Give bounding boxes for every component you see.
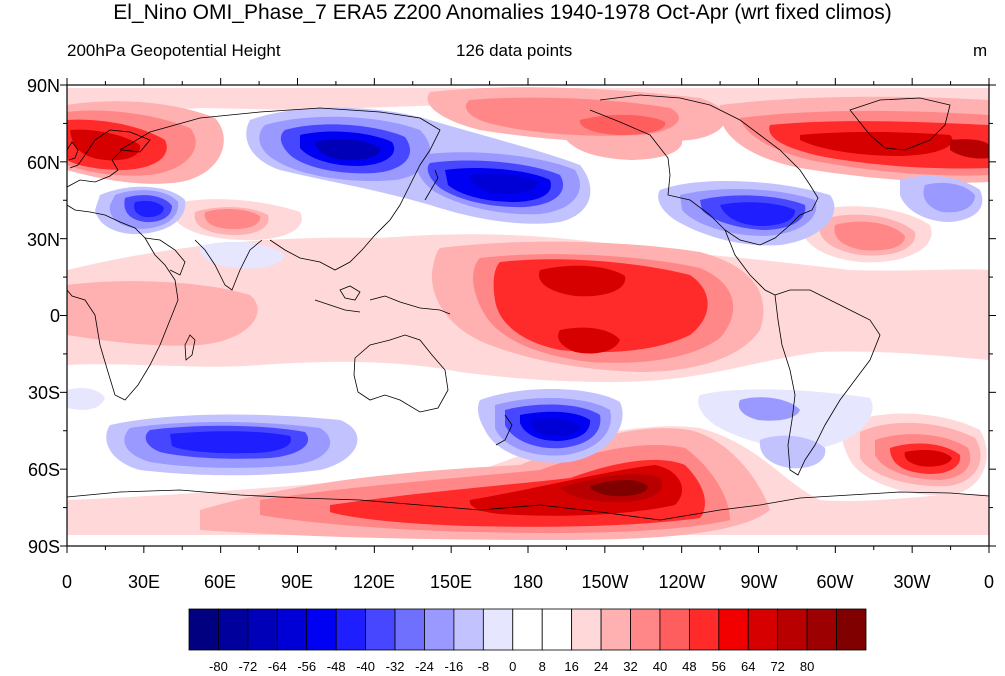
colorbar-level-label: -8	[478, 659, 490, 674]
units-label: m	[973, 41, 988, 60]
colorbar-level-label: 48	[682, 659, 696, 674]
colorbar-level-label: 64	[741, 659, 755, 674]
colorbar-level-label: -56	[297, 659, 316, 674]
lon-label: 90W	[740, 572, 777, 592]
colorbar-level-label: -24	[415, 659, 434, 674]
colorbar-swatch	[659, 608, 690, 651]
lon-label: 60W	[816, 572, 853, 592]
lat-label: 60N	[27, 153, 60, 173]
colorbar-swatch	[424, 608, 455, 651]
colorbar-level-label: 16	[564, 659, 578, 674]
colorbar-level-label: 32	[623, 659, 637, 674]
lon-label: 150E	[430, 572, 472, 592]
colorbar-level-label: -72	[238, 659, 257, 674]
colorbar-swatch	[188, 608, 219, 651]
lon-label: 0	[984, 572, 994, 592]
colorbar-swatch	[335, 608, 367, 651]
colorbar-swatch	[688, 608, 720, 651]
colorbar-swatch	[512, 608, 543, 651]
latitude-labels: 90N 60N 30N 0 30S 60S 90S	[27, 76, 60, 557]
lat-label: 30S	[28, 383, 60, 403]
lon-label: 150W	[581, 572, 628, 592]
lat-label: 30N	[27, 230, 60, 250]
colorbar-swatch	[365, 608, 396, 651]
lat-label: 90S	[28, 537, 60, 557]
lon-label: 120W	[658, 572, 705, 592]
center-string: 126 data points	[456, 41, 573, 60]
colorbar-level-label: -48	[327, 659, 346, 674]
lon-label: 0	[62, 572, 72, 592]
lon-label: 180	[513, 572, 543, 592]
extreme-positive-anomalies	[70, 129, 989, 516]
colorbar-labels: -80 -72 -64 -56 -48 -40 -32 -24 -16 -8 0 8 16 24 32 40 4…	[209, 659, 814, 674]
colorbar-level-label: -40	[356, 659, 375, 674]
colorbar	[188, 608, 867, 651]
plot-title: El_Nino OMI_Phase_7 ERA5 Z200 Anomalies …	[113, 1, 892, 24]
peak-negative-anomalies	[134, 131, 796, 454]
lon-label: 120E	[353, 572, 395, 592]
colorbar-swatch	[571, 608, 602, 651]
colorbar-swatch	[218, 608, 249, 651]
colorbar-level-label: 72	[770, 659, 784, 674]
colorbar-level-label: 24	[594, 659, 608, 674]
colorbar-level-label: 40	[653, 659, 667, 674]
colorbar-level-label: -64	[268, 659, 287, 674]
lon-label: 90E	[281, 572, 313, 592]
colorbar-swatch	[600, 608, 631, 651]
colorbar-swatch	[306, 608, 337, 651]
axis-ticks	[60, 78, 996, 553]
colorbar-swatch	[394, 608, 425, 651]
lon-label: 30E	[128, 572, 160, 592]
colorbar-level-label: -32	[386, 659, 405, 674]
colorbar-level-label: 80	[800, 659, 814, 674]
colorbar-swatch	[247, 608, 278, 651]
lon-label: 60E	[204, 572, 236, 592]
colorbar-swatch	[777, 608, 808, 651]
colorbar-level-label: 56	[712, 659, 726, 674]
colorbar-swatch	[541, 608, 573, 651]
lat-label: 0	[50, 306, 60, 326]
lat-label: 60S	[28, 460, 60, 480]
colorbar-swatch	[718, 608, 749, 651]
colorbar-level-label: 0	[509, 659, 516, 674]
coastlines	[67, 94, 989, 521]
longitude-labels: 0 30E 60E 90E 120E 150E 180 150W 120W 90…	[62, 572, 994, 592]
colorbar-swatch	[276, 608, 308, 651]
lat-label: 90N	[27, 76, 60, 96]
lon-label: 30W	[893, 572, 930, 592]
colorbar-swatch	[747, 608, 779, 651]
left-string: 200hPa Geopotential Height	[67, 41, 281, 60]
colorbar-swatch	[806, 608, 837, 651]
colorbar-swatch	[482, 608, 514, 651]
colorbar-level-label: -80	[209, 659, 228, 674]
anomaly-field	[67, 87, 989, 540]
colorbar-swatch	[453, 608, 484, 651]
colorbar-level-label: 8	[539, 659, 546, 674]
colorbar-swatch	[630, 608, 661, 651]
colorbar-swatch	[836, 608, 867, 651]
colorbar-level-label: -16	[445, 659, 464, 674]
